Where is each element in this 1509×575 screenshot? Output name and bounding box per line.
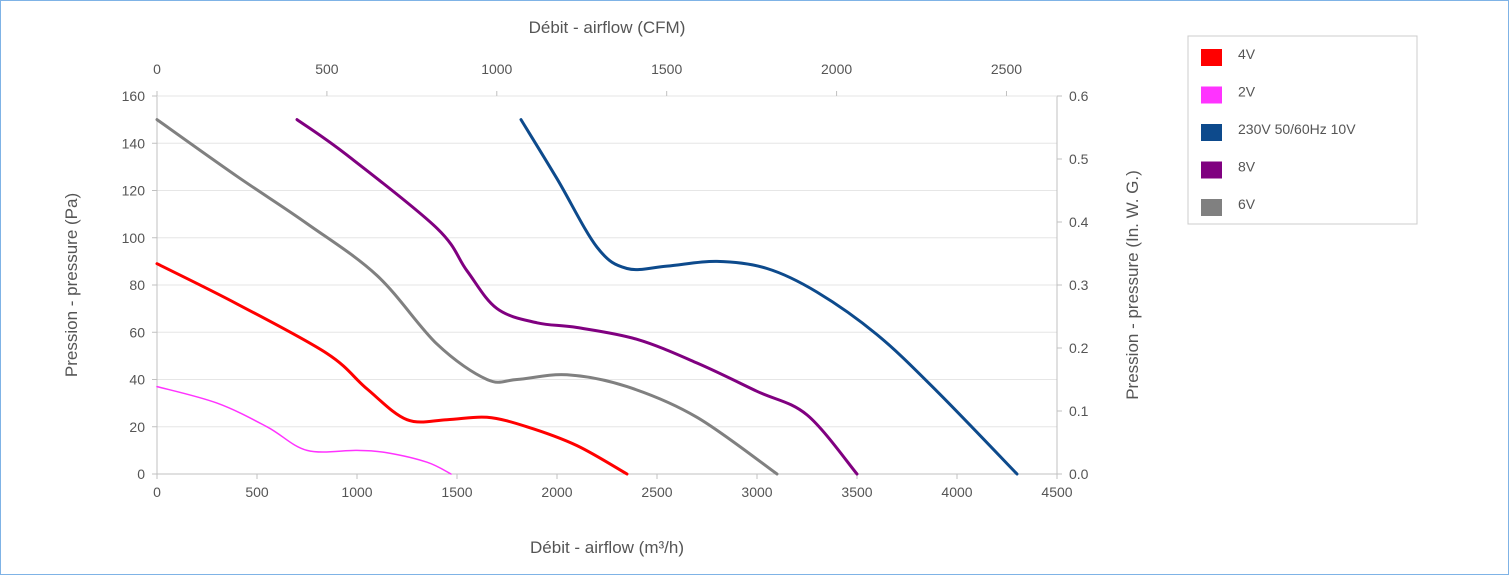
x-top-tick-label: 0 [153,61,161,77]
y-right-tick-label: 0.6 [1069,88,1089,104]
legend-label-4v: 4V [1238,46,1256,62]
legend-label-6v: 6V [1238,196,1256,212]
y-right-tick-label: 0.2 [1069,340,1089,356]
x-bottom-tick-label: 3500 [841,484,872,500]
legend-label-8v: 8V [1238,159,1256,175]
series-line-6v [155,118,779,476]
x-bottom-tick-label: 2000 [541,484,572,500]
legend-label-2v: 2V [1238,84,1256,100]
y-axis-title-right: Pression - pressure (In. W. G.) [1123,170,1142,400]
x-top-tick-label: 1000 [481,61,512,77]
y-left-tick-label: 160 [122,88,146,104]
series-line-230v-50-60hz-10v [519,118,1019,476]
x-bottom-tick-label: 0 [153,484,161,500]
x-top-tick-label: 500 [315,61,339,77]
legend-swatch-8v [1201,161,1222,179]
x-bottom-tick-label: 1000 [341,484,372,500]
left-axis-ticks: 0 20 40 60 80 100 120 140 160 [122,88,157,482]
gridlines [157,95,1057,428]
x-axis-title-top: Débit - airflow (CFM) [529,18,686,37]
legend-swatch-6v [1201,199,1222,216]
legend-label-230v-50-60hz-10v: 230V 50/60Hz 10V [1238,121,1356,137]
x-top-tick-label: 2000 [821,61,852,77]
x-bottom-tick-label: 1500 [441,484,472,500]
x-axis-title-bottom: Débit - airflow (m³/h) [530,538,684,557]
y-left-tick-label: 40 [129,372,145,388]
legend-swatch-4v [1201,49,1222,66]
series-line-8v [295,118,859,476]
x-bottom-tick-label: 500 [245,484,269,500]
legend-box [1187,35,1418,225]
y-left-tick-label: 60 [129,324,145,340]
x-bottom-tick-label: 3000 [741,484,772,500]
y-axis-title-left: Pression - pressure (Pa) [62,193,81,377]
top-axis-ticks: 0 500 1000 1500 2000 2500 [153,61,1022,96]
y-left-tick-label: 120 [122,183,146,199]
x-top-tick-label: 1500 [651,61,682,77]
y-left-tick-label: 100 [122,230,146,246]
y-left-tick-label: 0 [137,466,145,482]
legend: 4V 2V 230V 50/60Hz 10V 8V 6V [1187,35,1418,225]
x-bottom-tick-label: 4000 [941,484,972,500]
y-right-tick-label: 0.3 [1069,277,1089,293]
series-line-4v [155,262,629,476]
legend-swatch-230v-50-60hz-10v [1201,124,1222,141]
y-left-tick-label: 20 [129,419,145,435]
y-right-tick-label: 0.1 [1069,403,1089,419]
series-lines [155,118,1019,476]
y-left-tick-label: 140 [122,135,146,151]
right-axis-ticks: 0.0 0.1 0.2 0.3 0.4 0.5 0.6 [1057,88,1089,482]
y-right-tick-label: 0.5 [1069,151,1089,167]
x-bottom-tick-label: 4500 [1041,484,1072,500]
y-left-tick-label: 80 [129,277,145,293]
x-bottom-tick-label: 2500 [641,484,672,500]
y-right-tick-label: 0.4 [1069,214,1089,230]
legend-swatch-2v [1201,86,1222,104]
x-top-tick-label: 2500 [991,61,1022,77]
y-right-tick-label: 0.0 [1069,466,1089,482]
series-line-2v [156,385,452,475]
bottom-axis-ticks: 0 500 1000 1500 2000 2500 3000 3500 4000 4500 [153,474,1073,500]
